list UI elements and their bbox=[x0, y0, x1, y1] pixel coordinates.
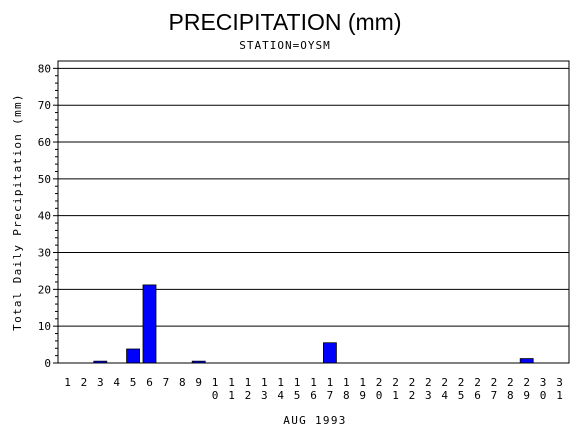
y-tick-label: 0 bbox=[44, 357, 51, 370]
x-axis-label: AUG 1993 bbox=[283, 414, 346, 427]
chart-title: PRECIPITATION (mm) bbox=[169, 9, 402, 35]
x-tick-label: 4 bbox=[113, 376, 120, 389]
x-tick-label: 3 bbox=[97, 376, 104, 389]
y-tick-label: 30 bbox=[38, 247, 51, 260]
y-tick-label: 70 bbox=[38, 99, 51, 112]
y-axis-label: Total Daily Precipitation (mm) bbox=[11, 93, 24, 331]
bars bbox=[93, 284, 534, 364]
y-tick-label: 50 bbox=[38, 173, 51, 186]
x-tick-label: 5 bbox=[130, 376, 137, 389]
bar bbox=[519, 358, 534, 364]
plot-frame bbox=[57, 60, 570, 364]
y-tick-label: 20 bbox=[38, 283, 51, 296]
bar bbox=[142, 284, 157, 364]
gridlines bbox=[58, 67, 569, 327]
y-tick-label: 40 bbox=[38, 210, 51, 223]
x-tick-label: 2 bbox=[81, 376, 88, 389]
x-tick-label: 1 bbox=[64, 376, 71, 389]
y-axis: 0 10 20 30 40 50 60 70 80 bbox=[38, 62, 58, 370]
x-tick-label: 9 bbox=[195, 376, 202, 389]
x-tick-label: 7 bbox=[163, 376, 170, 389]
x-tick-label: 6 bbox=[146, 376, 153, 389]
y-tick-label: 10 bbox=[38, 320, 51, 333]
x-tick-label: 8 bbox=[179, 376, 186, 389]
y-tick-label: 60 bbox=[38, 136, 51, 149]
x-axis: 1 2 3 4 5 6 7 8 9 1 01 11 21 31 41 51 61 71 81 92 02 12 22 32 42… bbox=[64, 376, 563, 402]
bar bbox=[126, 348, 140, 364]
chart-subtitle: STATION=OYSM bbox=[239, 39, 330, 52]
y-tick-label: 80 bbox=[38, 62, 51, 75]
bar bbox=[322, 342, 337, 364]
